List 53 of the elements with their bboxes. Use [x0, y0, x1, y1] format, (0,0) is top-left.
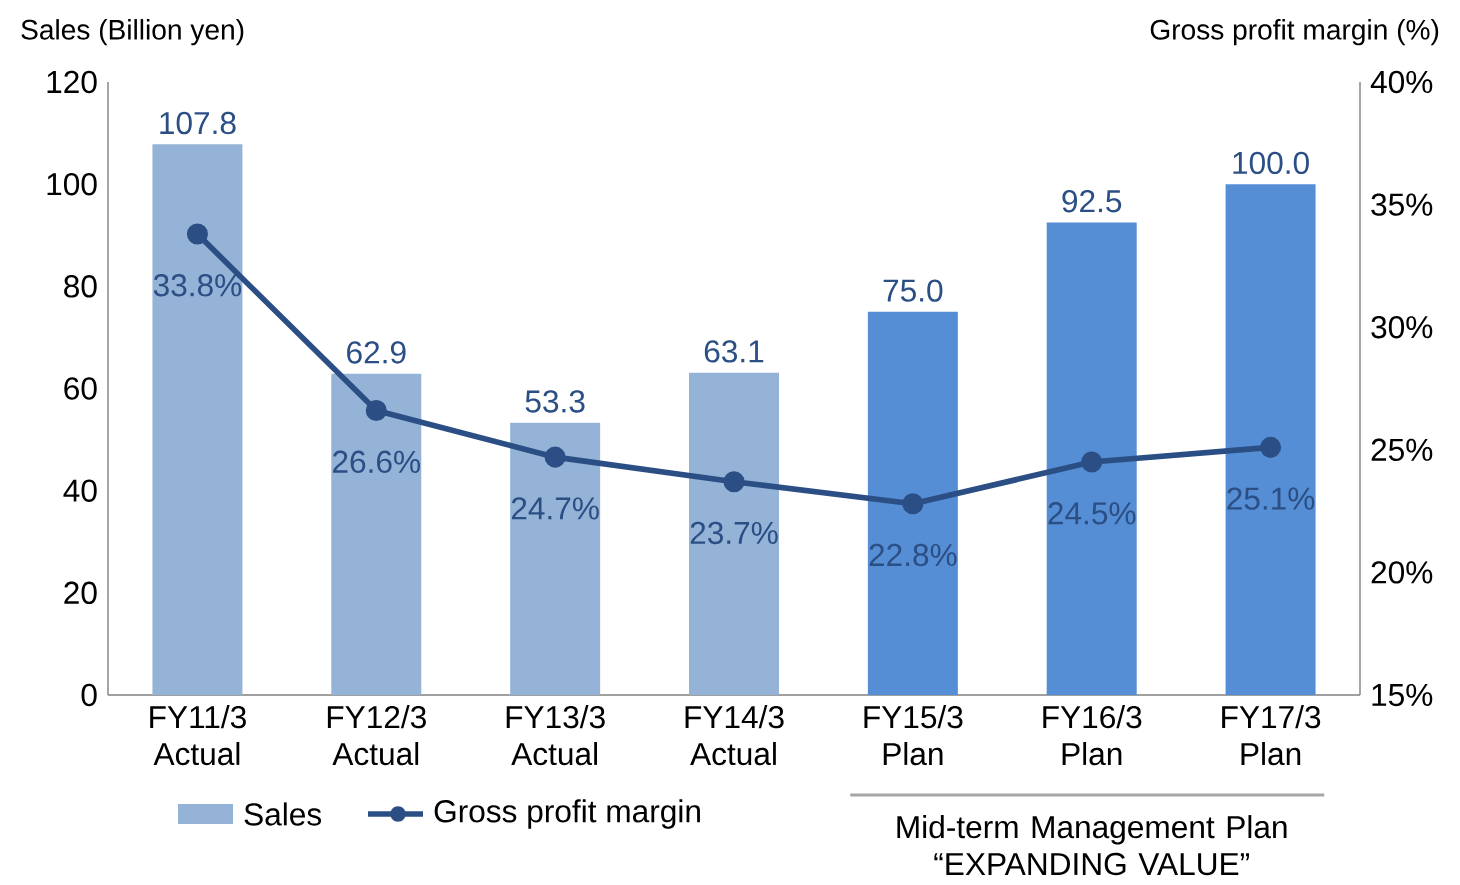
legend-label: Gross profit margin [434, 799, 700, 829]
x-tick-label: FY17/3 Plan [1222, 705, 1321, 766]
y-tick-label: 80 [64, 275, 97, 298]
y-tick-label: 120 [47, 70, 97, 94]
bar [331, 373, 422, 696]
data-label: 107.8 [160, 112, 236, 135]
legend-label: Sales [244, 802, 322, 826]
x-tick-label: FY12/3 Actual [327, 705, 426, 766]
bar [689, 372, 779, 696]
x-tick-label: FY11/3 Actual [150, 705, 246, 766]
point [902, 493, 924, 515]
bar [152, 144, 243, 696]
data-label: 26.6% [333, 450, 421, 474]
y2-tick-label: 35% [1371, 193, 1433, 217]
point [1260, 437, 1282, 459]
point [1081, 451, 1103, 473]
data-label: 25.1% [1227, 487, 1315, 511]
y2-tick-label: 30% [1371, 316, 1433, 339]
data-label: 63.1 [704, 340, 764, 363]
text: Mid-term Management Plan “EXPANDING VALUE” [897, 815, 1287, 876]
point [723, 471, 745, 493]
y-tick-label: 60 [64, 377, 97, 400]
y2-tick-label: 40% [1370, 70, 1433, 94]
bar [1046, 222, 1137, 696]
bar [510, 422, 601, 696]
data-label: 75.0 [883, 279, 943, 303]
x-tick-label: FY16/3 Plan [1043, 705, 1142, 766]
y-tick-label: 20 [64, 581, 97, 605]
data-label: 22.8% [869, 544, 957, 567]
data-label: 33.8% [153, 274, 242, 297]
y-tick-label: 100 [47, 173, 97, 196]
bar [1225, 184, 1316, 696]
y2-tick-label: 25% [1371, 438, 1433, 462]
y2-tick-label: 15% [1372, 684, 1433, 707]
data-label: 92.5 [1062, 190, 1122, 213]
y-tick-label: 0 [81, 683, 97, 707]
data-label: 24.5% [1048, 502, 1136, 525]
point [544, 446, 566, 468]
x-tick-label: FY13/3 Actual [506, 705, 605, 766]
y2-axis-title: Gross profit margin (%) [1150, 19, 1439, 46]
point [186, 223, 208, 245]
point [365, 400, 387, 422]
y-tick-label: 40 [63, 479, 97, 503]
data-label: 24.7% [511, 497, 599, 520]
x-tick-label: FY15/3 Plan [864, 705, 963, 766]
data-label: 100.0 [1233, 151, 1309, 175]
data-label: 62.9 [347, 341, 406, 364]
bar [867, 312, 958, 696]
x-tick-label: FY14/3 Actual [685, 705, 784, 766]
data-label: 23.7% [690, 521, 778, 545]
y2-tick-label: 20% [1371, 561, 1433, 584]
data-label: 53.3 [525, 390, 585, 413]
y-axis-title: Sales (Billion yen) [21, 19, 244, 46]
